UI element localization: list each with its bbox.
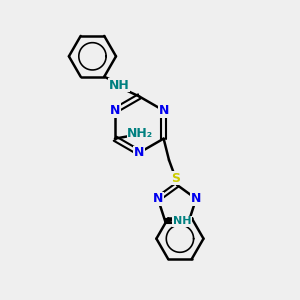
Text: S: S	[171, 172, 180, 185]
Text: N: N	[153, 192, 163, 205]
Text: N: N	[158, 104, 169, 117]
Text: N: N	[191, 192, 201, 205]
Text: N: N	[110, 104, 120, 117]
Text: N: N	[134, 146, 145, 159]
Text: NH: NH	[109, 79, 130, 92]
Text: NH₂: NH₂	[127, 127, 153, 140]
Text: NH: NH	[173, 216, 191, 226]
